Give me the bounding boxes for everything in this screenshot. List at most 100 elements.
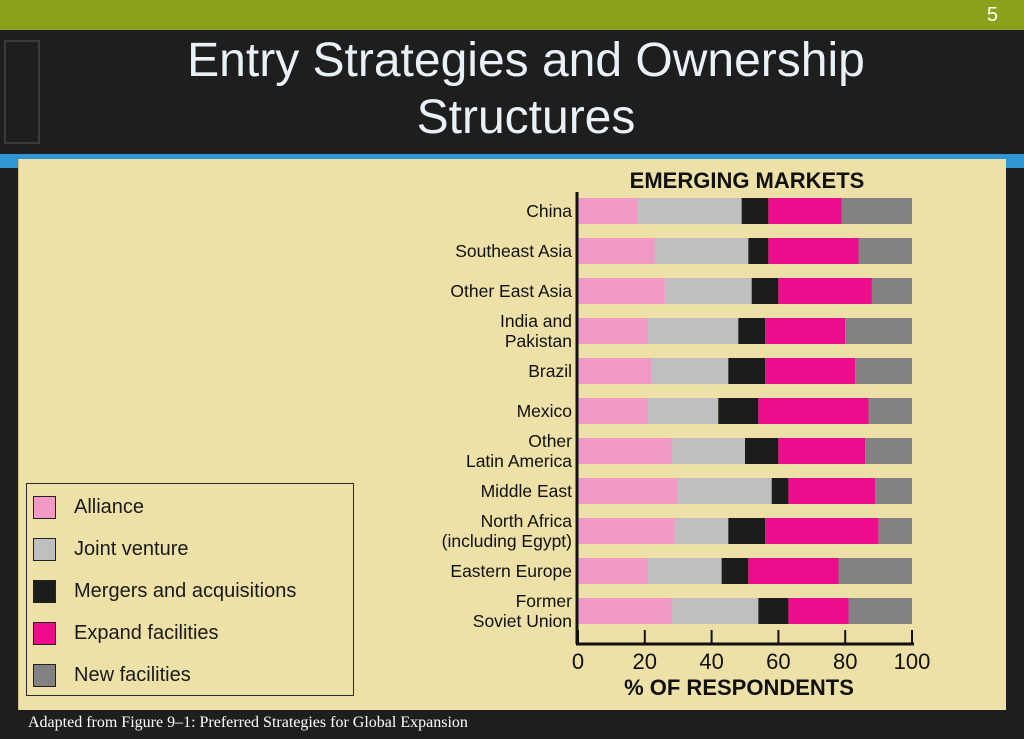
x-tick-label: 0: [572, 649, 584, 674]
bar-segment-joint-venture: [671, 438, 745, 464]
bar-segment-joint-venture: [648, 398, 719, 424]
category-label: Other Latin America: [466, 431, 572, 471]
bar-segment-alliance: [578, 398, 649, 424]
bar-segment-alliance: [578, 358, 652, 384]
slide-number: 5: [986, 4, 998, 26]
bar-segment-new-facilities: [871, 278, 912, 304]
bar-segment-alliance: [578, 278, 665, 304]
bar-segment-expand-facilities: [748, 558, 839, 584]
bar-segment-joint-venture: [671, 598, 759, 624]
category-label: Former Soviet Union: [473, 591, 572, 631]
bar-segment-joint-venture: [654, 238, 749, 264]
bar-segment-alliance: [578, 518, 675, 544]
bar-segment-new-facilities: [848, 598, 912, 624]
x-axis-ticks: 0 20 40 60 80 100: [572, 630, 930, 674]
decorative-frame: [4, 40, 40, 144]
bar-segment-joint-venture: [674, 518, 729, 544]
x-axis-title: % OF RESPONDENTS: [624, 675, 854, 700]
legend-swatch: [33, 579, 56, 603]
category-label: Middle East: [481, 481, 573, 501]
bar-segment-mergers-and-acquisitions: [751, 278, 779, 304]
bar-segment-expand-facilities: [765, 518, 879, 544]
bar-segment-expand-facilities: [758, 398, 869, 424]
bar-segment-mergers-and-acquisitions: [748, 238, 769, 264]
bar-segment-alliance: [578, 438, 672, 464]
bar-segment-mergers-and-acquisitions: [745, 438, 779, 464]
top-accent-bar: 5: [0, 0, 1024, 30]
category-label: India and Pakistan: [500, 311, 572, 351]
legend-label: Mergers and acquisitions: [74, 579, 297, 602]
x-tick-label: 80: [833, 649, 857, 674]
bar-segment-expand-facilities: [765, 318, 846, 344]
slide-title-line1: Entry Strategies and Ownership: [187, 34, 865, 87]
bar-segment-expand-facilities: [778, 438, 866, 464]
bar-segment-expand-facilities: [778, 278, 872, 304]
legend-item: New facilities: [33, 662, 191, 688]
bar-segment-new-facilities: [855, 358, 912, 384]
legend-swatch: [33, 663, 56, 687]
bar-segment-new-facilities: [865, 438, 912, 464]
bar-segment-expand-facilities: [768, 238, 859, 264]
bar-segment-joint-venture: [678, 478, 772, 504]
legend-label: New facilities: [74, 663, 191, 686]
slide-title: Entry Strategies and Ownership Structure…: [60, 32, 992, 146]
category-label: Eastern Europe: [450, 561, 572, 581]
x-tick-label: 100: [894, 649, 931, 674]
bar-segment-new-facilities: [878, 518, 912, 544]
legend-item: Joint venture: [33, 536, 189, 562]
bar-segment-joint-venture: [664, 278, 752, 304]
legend-swatch: [33, 621, 56, 645]
bar-segment-expand-facilities: [788, 598, 849, 624]
bar-segment-alliance: [578, 598, 672, 624]
x-tick-label: 40: [699, 649, 723, 674]
bar-segment-expand-facilities: [788, 478, 876, 504]
bar-segment-new-facilities: [845, 318, 912, 344]
bar-segment-joint-venture: [651, 358, 729, 384]
bar-segment-new-facilities: [841, 198, 912, 224]
bar-segment-mergers-and-acquisitions: [728, 518, 766, 544]
category-label: China: [526, 201, 572, 221]
figure-caption: Adapted from Figure 9–1: Preferred Strat…: [28, 714, 468, 731]
bar-segment-joint-venture: [648, 558, 722, 584]
bar-segment-new-facilities: [838, 558, 912, 584]
legend-item: Mergers and acquisitions: [33, 578, 296, 604]
bar-segment-joint-venture: [648, 318, 739, 344]
bar-segment-joint-venture: [638, 198, 742, 224]
legend-label: Alliance: [74, 495, 145, 518]
bar-segment-mergers-and-acquisitions: [758, 598, 789, 624]
bar-segment-expand-facilities: [765, 358, 856, 384]
bar-segment-new-facilities: [858, 238, 912, 264]
bar-segment-new-facilities: [875, 478, 912, 504]
bar-segment-alliance: [578, 478, 679, 504]
bar-segment-mergers-and-acquisitions: [721, 558, 749, 584]
bar-segment-alliance: [578, 558, 649, 584]
bar-segment-mergers-and-acquisitions: [738, 318, 766, 344]
bar-segment-mergers-and-acquisitions: [718, 398, 759, 424]
bar-segment-mergers-and-acquisitions: [728, 358, 766, 384]
category-labels: China Southeast Asia Other East Asia India …: [442, 201, 573, 631]
legend-label: Joint venture: [74, 537, 189, 560]
category-label: Other East Asia: [450, 281, 572, 301]
legend-swatch: [33, 495, 56, 519]
bar-group: [578, 198, 912, 624]
bar-segment-mergers-and-acquisitions: [741, 198, 769, 224]
category-label: Brazil: [528, 361, 572, 381]
legend-item: Alliance: [33, 494, 144, 520]
slide-title-line2: Structures: [416, 91, 636, 144]
x-tick-label: 60: [766, 649, 790, 674]
bar-segment-alliance: [578, 238, 655, 264]
bar-segment-mergers-and-acquisitions: [771, 478, 789, 504]
category-label: Southeast Asia: [455, 241, 572, 261]
bar-segment-alliance: [578, 198, 639, 224]
category-label: Mexico: [517, 401, 572, 421]
legend: Alliance Joint venture Mergers and acquisi…: [26, 483, 354, 696]
bar-segment-new-facilities: [868, 398, 912, 424]
legend-item: Expand facilities: [33, 620, 219, 646]
bar-segment-expand-facilities: [768, 198, 842, 224]
legend-label: Expand facilities: [74, 621, 219, 644]
legend-swatch: [33, 537, 56, 561]
x-tick-label: 20: [633, 649, 657, 674]
bar-segment-alliance: [578, 318, 649, 344]
chart-title: EMERGING MARKETS: [630, 168, 865, 193]
